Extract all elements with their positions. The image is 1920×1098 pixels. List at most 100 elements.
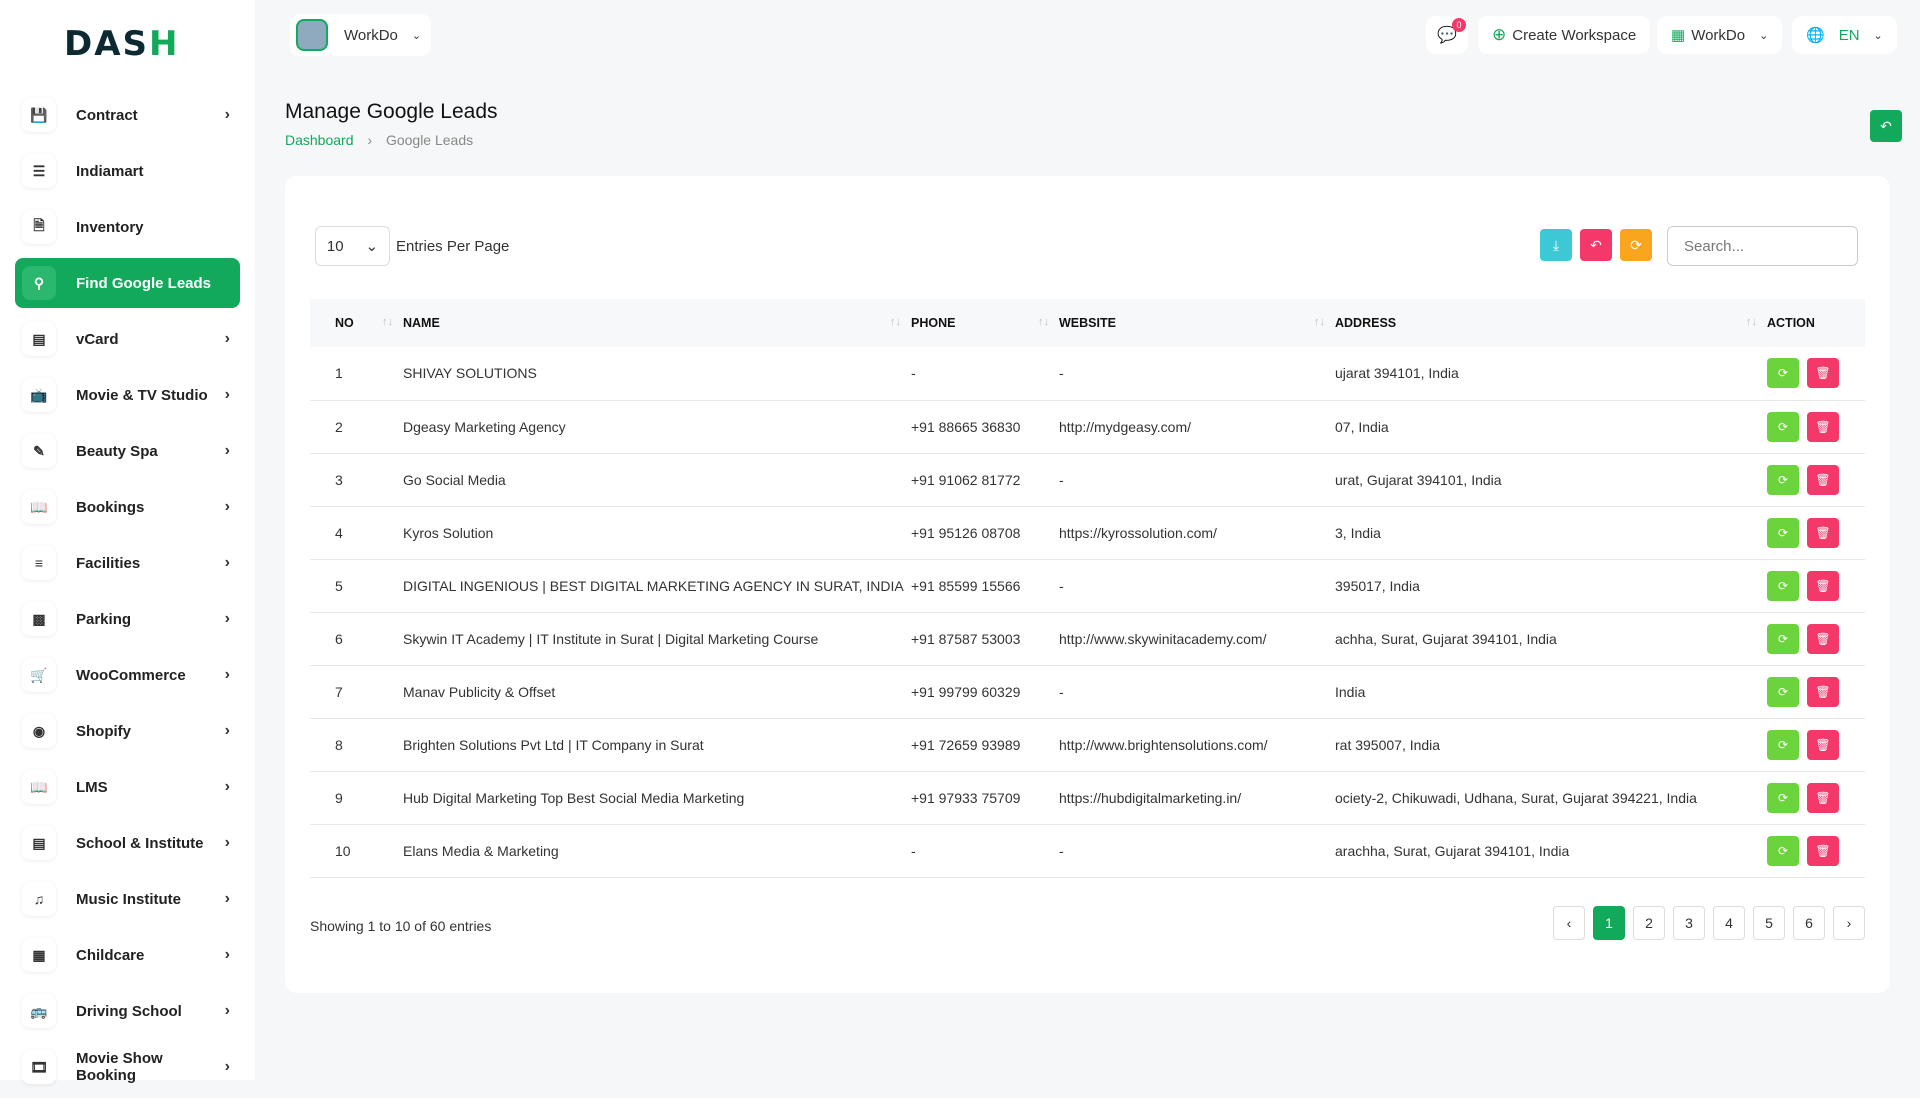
workspace-switcher[interactable]: WorkDo ⌄ <box>290 14 432 56</box>
sync-lead-button[interactable]: ⟳ <box>1767 517 1799 548</box>
sync-lead-button[interactable]: ⟳ <box>1767 411 1799 442</box>
sidebar-item-movie-show-booking[interactable]: 🎞 Movie Show Booking › <box>15 1042 240 1092</box>
column-header-address[interactable]: ADDRESS ↑↓ <box>1335 299 1767 347</box>
table-row: 2 Dgeasy Marketing Agency +91 88665 36830 h… <box>310 400 1865 454</box>
sidebar-item-label: LMS <box>76 778 108 796</box>
lead-website[interactable]: http://www.brightensolutions.com/ <box>1059 718 1335 772</box>
sidebar-item-childcare[interactable]: ▦ Childcare › <box>15 930 240 980</box>
row-actions: ⟳ 🗑 <box>1767 400 1865 454</box>
music-icon: ♫ <box>22 882 56 916</box>
lead-name: Go Social Media <box>403 453 911 507</box>
film-icon: 🎞 <box>22 1050 56 1084</box>
breadcrumb: Dashboard › Google Leads <box>285 132 473 148</box>
sidebar-item-woocommerce[interactable]: 🛒 WooCommerce › <box>15 650 240 700</box>
back-button[interactable]: ↶ <box>1870 110 1902 142</box>
row-no: 2 <box>310 400 403 454</box>
delete-button[interactable]: 🗑 <box>1807 570 1839 601</box>
row-no: 10 <box>310 824 403 878</box>
row-no: 7 <box>310 665 403 719</box>
sync-lead-button[interactable]: ⟳ <box>1767 782 1799 813</box>
lead-website[interactable]: https://hubdigitalmarketing.in/ <box>1059 771 1335 825</box>
sidebar-item-indiamart[interactable]: ☰ Indiamart <box>15 146 240 196</box>
sidebar-item-label: Find Google Leads <box>76 274 212 292</box>
sidebar-item-beauty-spa[interactable]: ✎ Beauty Spa › <box>15 426 240 476</box>
sidebar-item-lms[interactable]: 📖 LMS › <box>15 762 240 812</box>
row-actions: ⟳ 🗑 <box>1767 718 1865 772</box>
refresh-button[interactable]: ⟳ <box>1620 229 1652 261</box>
column-header-phone[interactable]: PHONE ↑↓ <box>911 299 1059 347</box>
lead-name: SHIVAY SOLUTIONS <box>403 347 911 401</box>
sidebar-item-vcard[interactable]: ▤ vCard › <box>15 314 240 364</box>
delete-button[interactable]: 🗑 <box>1807 411 1839 442</box>
sidebar-item-contract[interactable]: 💾 Contract › <box>15 90 240 140</box>
sidebar-item-inventory[interactable]: 🗎 Inventory <box>15 202 240 252</box>
sidebar-item-shopify[interactable]: ◉ Shopify › <box>15 706 240 756</box>
sidebar-item-find-google-leads[interactable]: ⚲ Find Google Leads <box>15 258 240 308</box>
logo[interactable]: DASH <box>64 24 180 64</box>
sync-lead-button[interactable]: ⟳ <box>1767 570 1799 601</box>
delete-button[interactable]: 🗑 <box>1807 464 1839 495</box>
sidebar-item-parking[interactable]: ▩ Parking › <box>15 594 240 644</box>
delete-button[interactable]: 🗑 <box>1807 517 1839 548</box>
search-input[interactable] <box>1667 226 1858 266</box>
delete-button[interactable]: 🗑 <box>1807 782 1839 813</box>
sort-icon: ↑↓ <box>890 316 901 328</box>
workdo-menu[interactable]: ▦ WorkDo ⌄ <box>1657 16 1783 54</box>
page-button[interactable]: 3 <box>1673 906 1705 940</box>
delete-button[interactable]: 🗑 <box>1807 358 1839 389</box>
row-no: 9 <box>310 771 403 825</box>
page-button[interactable]: 1 <box>1593 906 1625 940</box>
column-header-action[interactable]: ACTION <box>1767 299 1865 347</box>
contract-icon: 💾 <box>22 98 56 132</box>
sidebar-item-music-institute[interactable]: ♫ Music Institute › <box>15 874 240 924</box>
sync-lead-button[interactable]: ⟳ <box>1767 358 1799 389</box>
lead-address: achha, Surat, Gujarat 394101, India <box>1335 612 1767 666</box>
lead-website[interactable]: http://www.skywinitacademy.com/ <box>1059 612 1335 666</box>
sidebar-item-facilities[interactable]: ≡ Facilities › <box>15 538 240 588</box>
prev-page-button[interactable]: ‹ <box>1553 906 1585 940</box>
sync-lead-button[interactable]: ⟳ <box>1767 623 1799 654</box>
lead-website[interactable]: http://mydgeasy.com/ <box>1059 400 1335 454</box>
download-icon: ⤓ <box>1552 236 1560 253</box>
chevron-right-icon: › <box>224 1002 230 1019</box>
sidebar-item-movie-tv-studio[interactable]: 📺 Movie & TV Studio › <box>15 370 240 420</box>
reset-button[interactable]: ↶ <box>1580 229 1612 261</box>
globe-icon: 🌐 <box>1806 27 1825 44</box>
page-button[interactable]: 2 <box>1633 906 1665 940</box>
row-actions: ⟳ 🗑 <box>1767 506 1865 560</box>
column-header-name[interactable]: NAME ↑↓ <box>403 299 911 347</box>
pagination: ‹ 1 2 3 4 5 6 › <box>1553 906 1865 940</box>
brush-icon: ✎ <box>22 434 56 468</box>
per-page-select[interactable]: 10 ⌄ <box>315 226 390 266</box>
page-button[interactable]: 4 <box>1713 906 1745 940</box>
breadcrumb-dashboard[interactable]: Dashboard <box>285 132 354 148</box>
lead-name: Manav Publicity & Offset <box>403 665 911 719</box>
page-button[interactable]: 6 <box>1793 906 1825 940</box>
language-selector[interactable]: 🌐 EN ⌄ <box>1792 16 1897 54</box>
column-header-website[interactable]: WEBSITE ↑↓ <box>1059 299 1335 347</box>
sync-lead-button[interactable]: ⟳ <box>1767 676 1799 707</box>
create-workspace-button[interactable]: ⊕ Create Workspace <box>1478 16 1651 54</box>
row-actions: ⟳ 🗑 <box>1767 665 1865 719</box>
sync-lead-button[interactable]: ⟳ <box>1767 729 1799 760</box>
download-button[interactable]: ⤓ <box>1540 229 1572 261</box>
messages-button[interactable]: 💬 0 <box>1426 16 1468 54</box>
sidebar-item-bookings[interactable]: 📖 Bookings › <box>15 482 240 532</box>
next-page-button[interactable]: › <box>1833 906 1865 940</box>
sync-lead-button[interactable]: ⟳ <box>1767 464 1799 495</box>
column-header-no[interactable]: NO ↑↓ <box>310 299 403 347</box>
delete-button[interactable]: 🗑 <box>1807 676 1839 707</box>
row-actions: ⟳ 🗑 <box>1767 612 1865 666</box>
lead-website[interactable]: https://kyrossolution.com/ <box>1059 506 1335 560</box>
delete-button[interactable]: 🗑 <box>1807 729 1839 760</box>
sync-lead-button[interactable]: ⟳ <box>1767 835 1799 866</box>
delete-button[interactable]: 🗑 <box>1807 623 1839 654</box>
chevron-right-icon: › <box>224 946 230 963</box>
delete-button[interactable]: 🗑 <box>1807 835 1839 866</box>
page-title: Manage Google Leads <box>285 100 498 123</box>
page-button[interactable]: 5 <box>1753 906 1785 940</box>
leads-table: NO ↑↓ NAME ↑↓ PHONE ↑↓ WEBSITE ↑↓ ADDRESS ↑↓ ACTIO… <box>310 299 1865 878</box>
row-actions: ⟳ 🗑 <box>1767 771 1865 825</box>
sidebar-item-school-institute[interactable]: ▤ School & Institute › <box>15 818 240 868</box>
sidebar-item-driving-school[interactable]: 🚌 Driving School › <box>15 986 240 1036</box>
